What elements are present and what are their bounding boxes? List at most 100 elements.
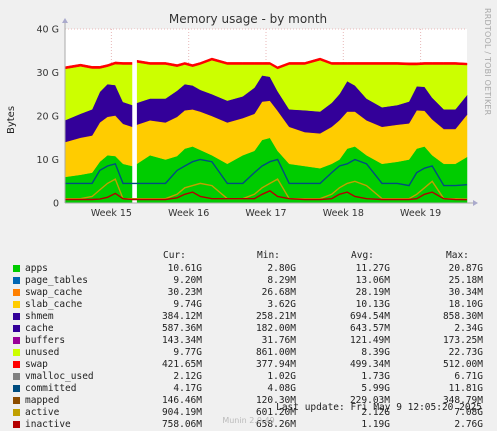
legend-label: shmem bbox=[25, 311, 54, 322]
legend-min-value: 31.76M bbox=[261, 335, 296, 346]
legend-max-value: 30.34M bbox=[448, 287, 483, 298]
legend-max-value: 7.08G bbox=[454, 407, 483, 418]
legend-swatch bbox=[13, 277, 20, 284]
legend-avg-value: 10.13G bbox=[355, 299, 390, 310]
legend-row-apps: apps 10.61G 2.80G 11.27G 20.87G bbox=[0, 263, 497, 275]
legend-cur-value: 587.36M bbox=[161, 323, 202, 334]
legend-avg-value: 121.49M bbox=[349, 335, 390, 346]
legend-max-value: 22.73G bbox=[448, 347, 483, 358]
legend-cur-value: 421.65M bbox=[161, 359, 202, 370]
legend-header-max: Max: bbox=[446, 250, 469, 261]
legend-label: mapped bbox=[25, 395, 60, 406]
legend-label: committed bbox=[25, 383, 77, 394]
legend-avg-value: 499.34M bbox=[349, 359, 390, 370]
x-axis-arrow bbox=[473, 200, 478, 206]
legend-max-value: 173.25M bbox=[442, 335, 483, 346]
chart-title: Memory usage - by month bbox=[169, 12, 327, 26]
legend-min-value: 861.00M bbox=[255, 347, 296, 358]
legend-avg-value: 11.27G bbox=[355, 263, 390, 274]
legend-min-value: 3.62G bbox=[267, 299, 296, 310]
lines bbox=[65, 158, 468, 201]
legend-avg-value: 13.06M bbox=[355, 275, 390, 286]
legend-cur-value: 146.46M bbox=[161, 395, 202, 406]
legend-max-value: 20.87G bbox=[448, 263, 483, 274]
legend-min-value: 4.08G bbox=[267, 383, 296, 394]
x-tick-label: Week 19 bbox=[400, 208, 441, 219]
legend-min-value: 1.02G bbox=[267, 371, 296, 382]
data-gap bbox=[132, 29, 137, 203]
x-tick-label: Week 16 bbox=[168, 208, 209, 219]
legend-avg-value: 2.12G bbox=[361, 407, 390, 418]
y-tick-label: 30 G bbox=[37, 68, 59, 79]
legend-row-unused: unused 9.77G 861.00M 8.39G 22.73G bbox=[0, 347, 497, 359]
y-tick-label: 10 G bbox=[37, 155, 59, 166]
legend-cur-value: 9.74G bbox=[173, 299, 202, 310]
area-swap bbox=[64, 57, 468, 70]
legend-label: inactive bbox=[25, 419, 71, 430]
legend-cur-value: 384.12M bbox=[161, 311, 202, 322]
rrdtool-watermark: RRDTOOL / TOBI OETIKER bbox=[483, 8, 492, 116]
y-axis-label: Bytes bbox=[6, 106, 17, 134]
legend-label: vmalloc_used bbox=[25, 371, 94, 382]
munin-version: Munin 2.0.49 bbox=[222, 416, 275, 425]
legend-avg-value: 5.99G bbox=[361, 383, 390, 394]
legend-row-mapped: mapped 146.46M 120.30M 229.03M 348.79M bbox=[0, 395, 497, 407]
legend-cur-value: 10.61G bbox=[167, 263, 202, 274]
legend-avg-value: 28.19M bbox=[355, 287, 390, 298]
legend-min-value: 601.20M bbox=[255, 407, 296, 418]
legend-header-avg: Avg: bbox=[351, 250, 374, 261]
legend-max-value: 858.30M bbox=[442, 311, 483, 322]
legend-swatch bbox=[13, 373, 20, 380]
legend-avg-value: 1.73G bbox=[361, 371, 390, 382]
legend-max-value: 25.18M bbox=[448, 275, 483, 286]
legend-label: active bbox=[25, 407, 60, 418]
legend-min-value: 26.68M bbox=[261, 287, 296, 298]
legend-swatch bbox=[13, 421, 20, 428]
legend-cur-value: 9.20M bbox=[173, 275, 202, 286]
legend-row-slab-cache: slab_cache 9.74G 3.62G 10.13G 18.10G bbox=[0, 299, 497, 311]
legend-max-value: 11.81G bbox=[448, 383, 483, 394]
legend-swatch bbox=[13, 337, 20, 344]
legend-row-inactive: inactive 758.06M 658.26M 1.19G 2.76G bbox=[0, 419, 497, 431]
legend-label: unused bbox=[25, 347, 60, 358]
legend-swatch bbox=[13, 265, 20, 272]
legend-label: cache bbox=[25, 323, 54, 334]
legend-cur-value: 4.17G bbox=[173, 383, 202, 394]
legend-label: swap bbox=[25, 359, 48, 370]
legend-min-value: 658.26M bbox=[255, 419, 296, 430]
y-tick-label: 20 G bbox=[37, 112, 59, 123]
legend-row-page-tables: page_tables 9.20M 8.29M 13.06M 25.18M bbox=[0, 275, 497, 287]
legend-min-value: 258.21M bbox=[255, 311, 296, 322]
legend-cur-value: 758.06M bbox=[161, 419, 202, 430]
legend-cur-value: 9.77G bbox=[173, 347, 202, 358]
line-inactive bbox=[65, 189, 468, 201]
legend-swatch bbox=[13, 397, 20, 404]
legend-cur-value: 30.23M bbox=[167, 287, 202, 298]
legend-avg-value: 8.39G bbox=[361, 347, 390, 358]
legend-cur-value: 904.19M bbox=[161, 407, 202, 418]
y-axis-arrow bbox=[62, 18, 68, 23]
legend-max-value: 348.79M bbox=[442, 395, 483, 406]
line-committed bbox=[65, 158, 468, 187]
legend-avg-value: 1.19G bbox=[361, 419, 390, 430]
legend-swatch bbox=[13, 325, 20, 332]
legend-label: apps bbox=[25, 263, 48, 274]
legend-label: buffers bbox=[25, 335, 66, 346]
x-tick-label: Week 15 bbox=[91, 208, 132, 219]
memory-chart: Memory usage - by month Bytes 0 10 G 20 G 3… bbox=[6, 12, 478, 219]
legend-row-swap-cache: swap_cache 30.23M 26.68M 28.19M 30.34M bbox=[0, 287, 497, 299]
legend-row-swap: swap 421.65M 377.94M 499.34M 512.00M bbox=[0, 359, 497, 371]
legend-header-min: Min: bbox=[257, 250, 280, 261]
legend-avg-value: 643.57M bbox=[349, 323, 390, 334]
x-tick-label: Week 17 bbox=[245, 208, 286, 219]
legend-row-active: active 904.19M 601.20M 2.12G 7.08G bbox=[0, 407, 497, 419]
legend-min-value: 120.30M bbox=[255, 395, 296, 406]
y-tick-label: 0 bbox=[53, 199, 59, 210]
axes: 0 10 G 20 G 30 G 40 G Week 15 Week 16 Week 17 We… bbox=[37, 18, 478, 219]
legend-header-cur: Cur: bbox=[163, 250, 186, 261]
legend-row-buffers: buffers 143.34M 31.76M 121.49M 173.25M bbox=[0, 335, 497, 347]
legend-label: swap_cache bbox=[25, 287, 83, 298]
y-tick-label: 40 G bbox=[37, 25, 59, 36]
legend-swatch bbox=[13, 289, 20, 296]
legend-row-shmem: shmem 384.12M 258.21M 694.54M 858.30M bbox=[0, 311, 497, 323]
